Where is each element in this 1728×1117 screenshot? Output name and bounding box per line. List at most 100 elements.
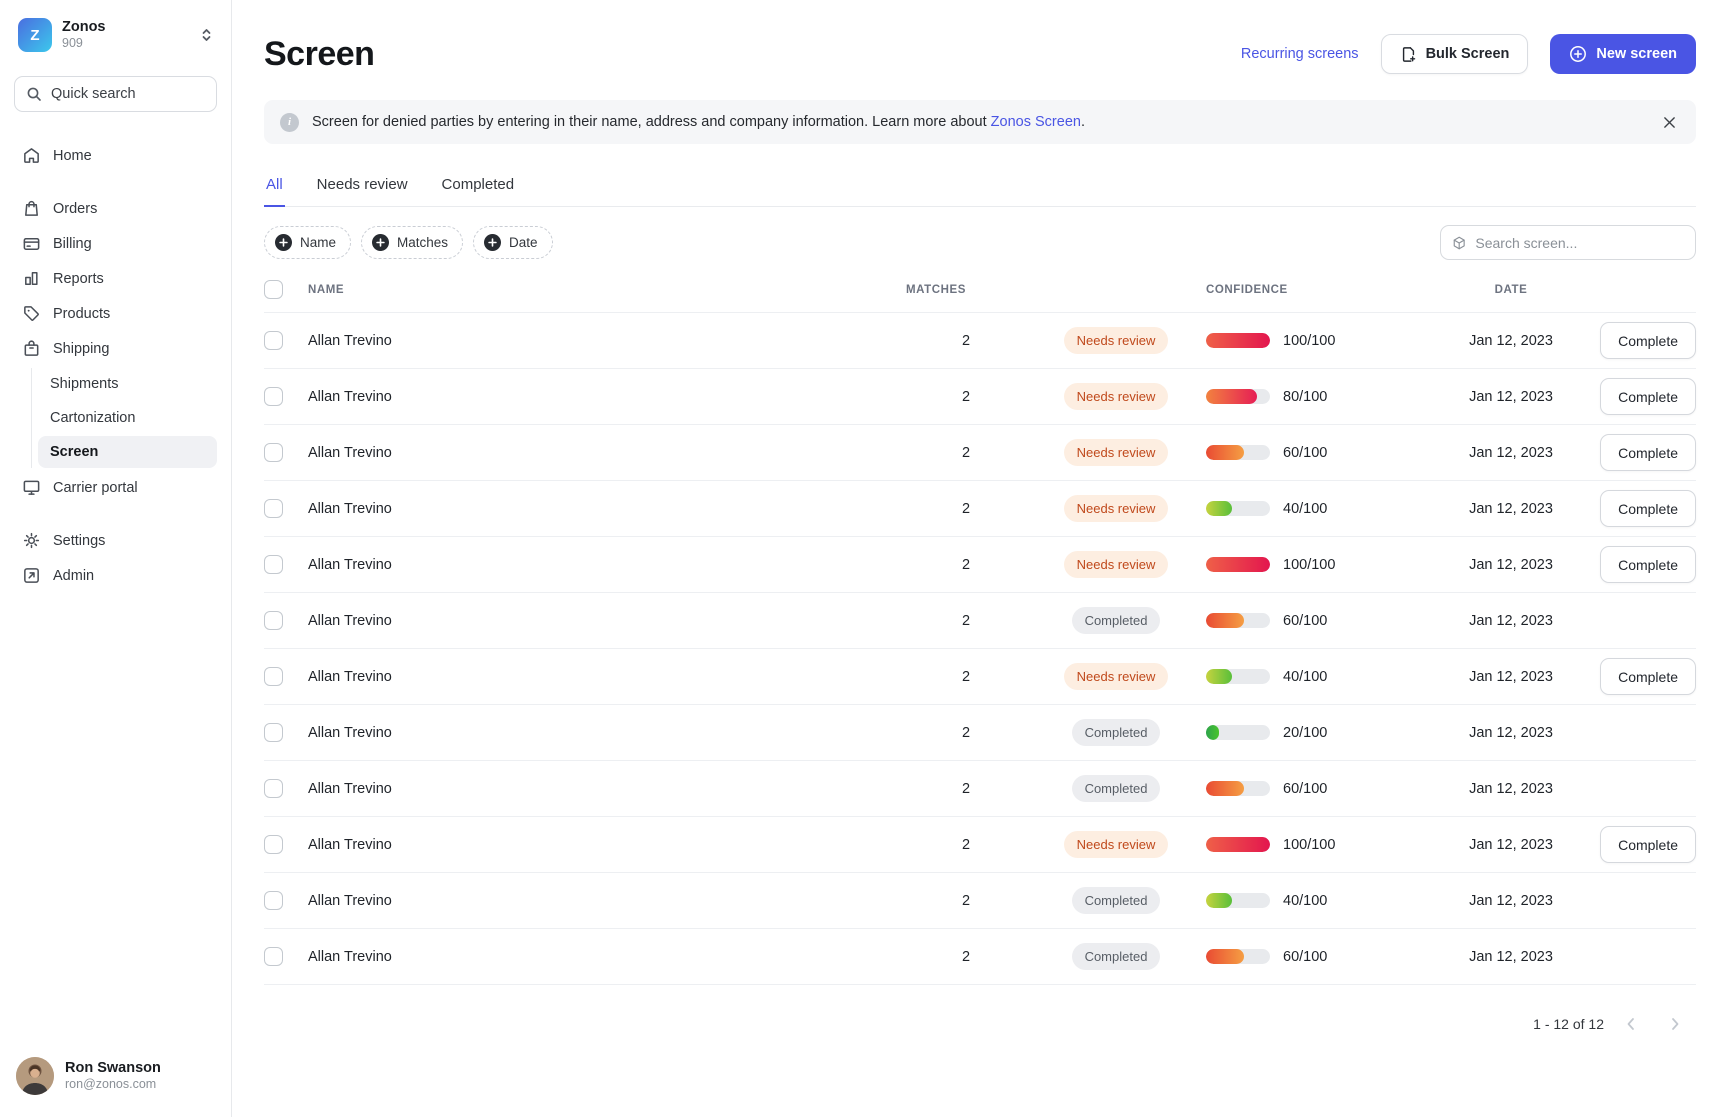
status-badge: Completed	[1072, 887, 1161, 914]
row-checkbox[interactable]	[264, 779, 283, 798]
row-name: Allan Trevino	[308, 501, 906, 517]
select-all-checkbox[interactable]	[264, 280, 283, 299]
chevron-left-icon[interactable]	[1614, 1007, 1648, 1041]
status-badge: Completed	[1072, 943, 1161, 970]
user-name: Ron Swanson	[65, 1060, 161, 1077]
app-root: Z Zonos 909 Quick search Home Orders	[0, 0, 1728, 1117]
plus-icon	[484, 234, 501, 251]
sidebar-item-label: Products	[53, 306, 110, 322]
main-content: Screen Recurring screens Bulk Screen New…	[232, 0, 1728, 1117]
filter-chip-label: Name	[300, 235, 336, 250]
row-checkbox[interactable]	[264, 835, 283, 854]
row-checkbox[interactable]	[264, 499, 283, 518]
row-checkbox[interactable]	[264, 611, 283, 630]
sidebar-item-carrier-portal[interactable]: Carrier portal	[14, 470, 217, 505]
table-row: Allan Trevino 2 Completed 60/100 Jan 12,…	[264, 593, 1696, 649]
credit-card-icon	[22, 234, 41, 253]
row-name: Allan Trevino	[308, 781, 906, 797]
sidebar-item-screen[interactable]: Screen	[38, 436, 217, 468]
sidebar-item-label: Reports	[53, 271, 104, 287]
search-icon	[26, 86, 42, 102]
row-date: Jan 12, 2023	[1436, 389, 1586, 405]
status-badge: Needs review	[1064, 439, 1169, 466]
sidebar-item-admin[interactable]: Admin	[14, 558, 217, 593]
status-badge: Completed	[1072, 719, 1161, 746]
table-row: Allan Trevino 2 Completed 60/100 Jan 12,…	[264, 761, 1696, 817]
bar-chart-icon	[22, 269, 41, 288]
banner-text: Screen for denied parties by entering in…	[312, 114, 1085, 130]
tab-completed[interactable]: Completed	[440, 176, 517, 207]
row-date: Jan 12, 2023	[1436, 837, 1586, 853]
row-checkbox[interactable]	[264, 331, 283, 350]
banner-close-icon[interactable]	[1659, 112, 1680, 133]
row-name: Allan Trevino	[308, 949, 906, 965]
row-checkbox[interactable]	[264, 555, 283, 574]
banner-text-after: .	[1081, 114, 1085, 130]
monitor-icon	[22, 478, 41, 497]
package-icon	[22, 339, 41, 358]
column-header-matches: MATCHES	[906, 284, 1026, 296]
complete-button[interactable]: Complete	[1600, 322, 1696, 359]
sidebar-item-cartonization[interactable]: Cartonization	[38, 402, 217, 434]
status-badge: Needs review	[1064, 551, 1169, 578]
complete-button[interactable]: Complete	[1600, 490, 1696, 527]
row-matches: 2	[906, 725, 1026, 741]
row-matches: 2	[906, 501, 1026, 517]
row-date: Jan 12, 2023	[1436, 893, 1586, 909]
new-screen-button[interactable]: New screen	[1550, 34, 1696, 74]
sidebar-item-settings[interactable]: Settings	[14, 523, 217, 558]
filter-chip-date[interactable]: Date	[473, 226, 553, 259]
row-date: Jan 12, 2023	[1436, 445, 1586, 461]
tab-needs-review[interactable]: Needs review	[315, 176, 410, 207]
user-menu[interactable]: Ron Swanson ron@zonos.com	[14, 1053, 217, 1099]
org-switcher[interactable]: Z Zonos 909	[14, 16, 217, 54]
table-header: NAME MATCHES CONFIDENCE DATE	[264, 260, 1696, 313]
shipping-sub-list: Shipments Cartonization Screen	[31, 368, 217, 468]
row-confidence: 100/100	[1206, 837, 1436, 853]
sidebar-item-reports[interactable]: Reports	[14, 261, 217, 296]
row-checkbox[interactable]	[264, 387, 283, 406]
complete-button[interactable]: Complete	[1600, 658, 1696, 695]
row-confidence: 60/100	[1206, 445, 1436, 461]
sidebar-item-label: Shipping	[53, 341, 109, 357]
row-checkbox[interactable]	[264, 443, 283, 462]
row-confidence: 40/100	[1206, 893, 1436, 909]
row-checkbox[interactable]	[264, 891, 283, 910]
filter-chip-name[interactable]: Name	[264, 226, 351, 259]
pagination: 1 - 12 of 12	[264, 985, 1696, 1063]
sidebar-item-shipping[interactable]: Shipping	[14, 331, 217, 366]
recurring-screens-link[interactable]: Recurring screens	[1241, 46, 1359, 62]
confidence-score: 60/100	[1283, 613, 1327, 629]
column-header-name: NAME	[308, 284, 906, 296]
sidebar-item-label: Carrier portal	[53, 480, 138, 496]
search-screen-input[interactable]	[1475, 235, 1684, 251]
confidence-bar	[1206, 501, 1270, 516]
sidebar-item-products[interactable]: Products	[14, 296, 217, 331]
sidebar-item-shipments[interactable]: Shipments	[38, 368, 217, 400]
table-body: Allan Trevino 2 Needs review 100/100 Jan…	[264, 313, 1696, 985]
complete-button[interactable]: Complete	[1600, 546, 1696, 583]
tab-all[interactable]: All	[264, 176, 285, 207]
complete-button[interactable]: Complete	[1600, 378, 1696, 415]
sidebar-item-home[interactable]: Home	[14, 138, 217, 173]
row-checkbox[interactable]	[264, 723, 283, 742]
bulk-screen-button[interactable]: Bulk Screen	[1381, 34, 1529, 74]
zonos-screen-link[interactable]: Zonos Screen	[991, 114, 1081, 130]
quick-search-placeholder: Quick search	[51, 86, 136, 102]
pagination-label: 1 - 12 of 12	[1533, 1016, 1604, 1032]
complete-button[interactable]: Complete	[1600, 826, 1696, 863]
confidence-bar	[1206, 725, 1270, 740]
filter-chip-label: Date	[509, 235, 538, 250]
row-matches: 2	[906, 557, 1026, 573]
row-date: Jan 12, 2023	[1436, 613, 1586, 629]
sidebar-item-orders[interactable]: Orders	[14, 191, 217, 226]
status-badge: Completed	[1072, 607, 1161, 634]
complete-button[interactable]: Complete	[1600, 434, 1696, 471]
row-checkbox[interactable]	[264, 667, 283, 686]
page-title: Screen	[264, 35, 374, 74]
chevron-right-icon[interactable]	[1658, 1007, 1692, 1041]
filter-chip-matches[interactable]: Matches	[361, 226, 463, 259]
sidebar-item-billing[interactable]: Billing	[14, 226, 217, 261]
quick-search-input[interactable]: Quick search	[14, 76, 217, 112]
row-checkbox[interactable]	[264, 947, 283, 966]
